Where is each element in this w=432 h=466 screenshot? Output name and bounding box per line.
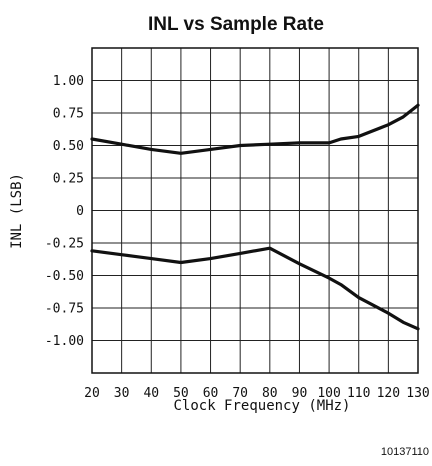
- figure-id: 10137110: [381, 446, 429, 458]
- x-tick-label: 120: [377, 386, 400, 401]
- x-tick-label: 110: [347, 386, 370, 401]
- x-tick-labels: 20 30 40 50 60 70 80 90 100 110 120 130: [84, 386, 430, 401]
- x-tick-label: 40: [143, 386, 159, 401]
- x-tick-label: 30: [114, 386, 130, 401]
- chart-title: INL vs Sample Rate: [148, 14, 324, 35]
- x-tick-label: 80: [262, 386, 278, 401]
- x-tick-label: 70: [232, 386, 248, 401]
- x-tick-label: 60: [203, 386, 219, 401]
- x-tick-label: 90: [292, 386, 308, 401]
- series-line-2: [90, 246, 420, 331]
- y-tick-label: -0.50: [45, 269, 84, 284]
- y-tick-label: 0: [76, 204, 84, 219]
- series-line-1: [90, 103, 420, 155]
- y-tick-label: 0.75: [53, 107, 84, 122]
- y-tick-label: -0.75: [45, 302, 84, 317]
- x-tick-label: 100: [317, 386, 340, 401]
- y-tick-label: 0.50: [53, 139, 84, 154]
- y-axis-label: INL (LSB): [9, 173, 25, 249]
- y-tick-label: -1.00: [45, 334, 84, 349]
- x-tick-label: 20: [84, 386, 100, 401]
- y-tick-label: 1.00: [53, 74, 84, 89]
- x-axis-label: Clock Frequency (MHz): [173, 398, 350, 414]
- y-tick-labels: 1.00 0.75 0.50 0.25 0 -0.25 -0.50 -0.75 -1.00: [45, 74, 84, 349]
- y-tick-label: 0.25: [53, 172, 84, 187]
- y-tick-label: -0.25: [45, 237, 84, 252]
- grid: [91, 47, 419, 374]
- series-layer: [90, 103, 420, 331]
- x-tick-label: 50: [173, 386, 189, 401]
- plot-frame: [91, 47, 419, 374]
- x-tick-label: 130: [406, 386, 429, 401]
